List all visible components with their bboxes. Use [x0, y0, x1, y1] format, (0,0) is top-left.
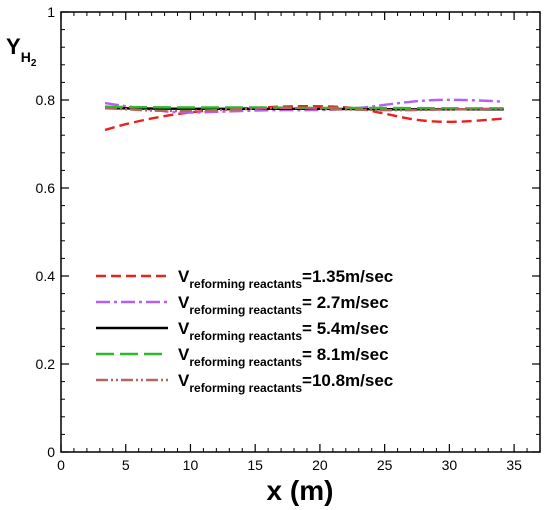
legend-label-1: Vreforming reactants=1.35m/sec — [178, 267, 393, 291]
legend-label-value: =1.35m/sec — [302, 267, 393, 286]
legend-label-main: V — [178, 267, 190, 286]
y-axis-title-sub2: 2 — [31, 58, 37, 69]
legend-label-2: Vreforming reactants= 2.7m/sec — [178, 293, 389, 317]
legend-label-5: Vreforming reactants=10.8m/sec — [178, 371, 393, 395]
y-tick-label: 0.2 — [36, 356, 56, 372]
series-group — [104, 98, 504, 132]
legend-label-value: = 8.1m/sec — [302, 345, 389, 364]
y-axis-title: YH2 — [6, 34, 37, 69]
y-tick-label: 1 — [47, 4, 55, 20]
x-tick-label: 20 — [312, 457, 328, 473]
legend-label-sub: reforming reactants — [189, 277, 302, 291]
legend-label-value: =10.8m/sec — [302, 371, 393, 390]
plot-frame — [60, 11, 541, 453]
legend-label-sub: reforming reactants — [189, 381, 302, 395]
x-tick-label: 10 — [183, 457, 199, 473]
legend-label-main: V — [178, 319, 190, 338]
y-tick-label: 0.4 — [36, 268, 56, 284]
legend-label-main: V — [178, 371, 190, 390]
legend-label-sub: reforming reactants — [189, 303, 302, 317]
legend-label-sub: reforming reactants — [189, 329, 302, 343]
y-tick-label: 0.6 — [36, 180, 56, 196]
legend-label-value: = 2.7m/sec — [302, 293, 389, 312]
x-tick-label: 30 — [442, 457, 458, 473]
series-line-5 — [104, 106, 504, 113]
x-tick-label: 15 — [247, 457, 263, 473]
series-line-2 — [104, 98, 504, 114]
legend-label-4: Vreforming reactants= 8.1m/sec — [178, 345, 389, 369]
y-axis-title-main: Y — [6, 34, 21, 59]
x-axis-title: x (m) — [267, 475, 334, 506]
legend-label-3: Vreforming reactants= 5.4m/sec — [178, 319, 389, 343]
legend-label-sub: reforming reactants — [189, 355, 302, 369]
legend-label-main: V — [178, 345, 190, 364]
legend: Vreforming reactants=1.35m/secVreforming… — [96, 267, 393, 395]
x-tick-label: 25 — [377, 457, 393, 473]
x-tick-label: 35 — [506, 457, 522, 473]
y-axis-title-sub: H — [21, 49, 31, 65]
axes — [60, 11, 541, 453]
y-ticks: 0 0.2 0.4 0.6 0.8 1 — [36, 4, 540, 460]
x-tick-label: 5 — [122, 457, 130, 473]
series-line-1 — [104, 104, 504, 132]
x-ticks: 0 5 10 15 20 25 30 35 — [57, 12, 528, 473]
legend-label-value: = 5.4m/sec — [302, 319, 389, 338]
y-tick-label: 0.8 — [36, 92, 56, 108]
legend-label-main: V — [178, 293, 190, 312]
y-tick-label: 0 — [47, 444, 55, 460]
x-tick-label: 0 — [57, 457, 65, 473]
